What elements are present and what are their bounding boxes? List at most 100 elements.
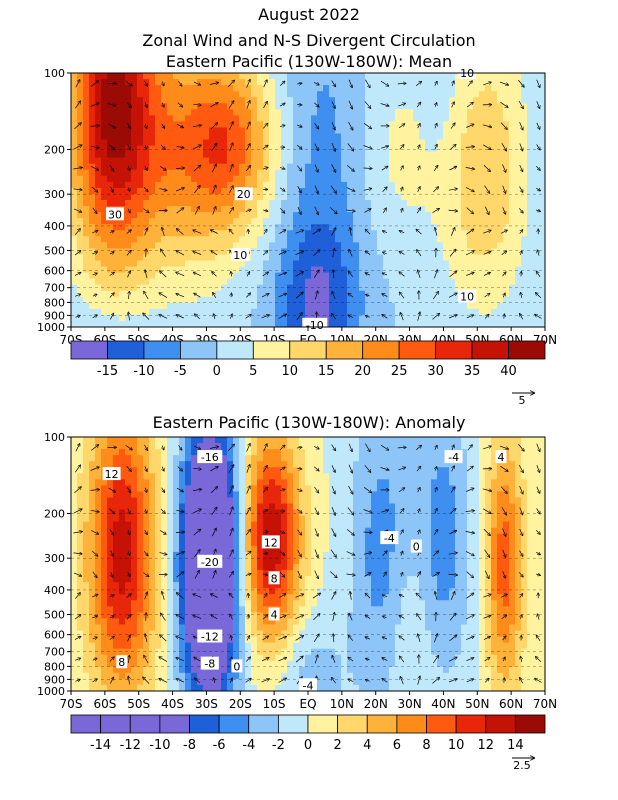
circulation-vector [347, 507, 354, 515]
colorbar-tick-label: 5 [249, 364, 257, 379]
circulation-vector [144, 80, 148, 86]
circulation-vector [229, 143, 233, 152]
circulation-vector [314, 549, 318, 558]
circulation-vector [262, 531, 268, 533]
circulation-vector [501, 507, 507, 515]
circulation-vector [175, 168, 184, 169]
circulation-vector [521, 657, 522, 662]
circulation-vector [483, 508, 491, 514]
circulation-vector [263, 594, 267, 599]
circulation-vector [176, 636, 185, 641]
circulation-vector [177, 229, 184, 235]
circulation-vector [399, 272, 405, 277]
circulation-vector [128, 551, 130, 556]
circulation-vector [128, 676, 129, 685]
circulation-vector [521, 293, 522, 298]
circulation-vector [416, 466, 421, 472]
circulation-vector [313, 102, 319, 107]
circulation-vector [432, 573, 440, 577]
circulation-vector [247, 636, 249, 641]
colorbar-swatch [514, 714, 546, 734]
circulation-vector [398, 124, 404, 129]
circulation-vector [194, 293, 201, 298]
circulation-vector [228, 101, 234, 109]
circulation-vector [194, 207, 199, 215]
circulation-vector [175, 188, 184, 192]
contour-label-box [197, 554, 223, 568]
contour-label: 10 [460, 291, 474, 304]
circulation-vector [278, 294, 287, 298]
circulation-vector [92, 315, 97, 319]
circulation-vector [536, 486, 540, 493]
circulation-vector [483, 252, 491, 255]
circulation-vector [451, 102, 455, 108]
circulation-vector [332, 656, 336, 663]
circulation-vector [330, 549, 336, 557]
circulation-vector [125, 81, 132, 85]
circulation-vector [212, 571, 216, 579]
circulation-vector [109, 231, 114, 233]
circulation-vector [417, 312, 420, 321]
circulation-vector [536, 574, 540, 575]
circulation-vector [92, 571, 97, 578]
circulation-vector [536, 188, 540, 191]
circulation-vector [91, 81, 98, 87]
circulation-vector [245, 315, 251, 319]
circulation-vector [434, 634, 437, 643]
circulation-vector [109, 273, 114, 276]
y-tick-label: 400 [44, 584, 65, 597]
circulation-vector [465, 187, 474, 191]
x-tick-label: 50N [465, 697, 489, 711]
x-tick-label: 40S [161, 697, 184, 711]
circulation-vector [416, 593, 422, 599]
circulation-vector [331, 164, 336, 172]
circulation-vector [400, 656, 405, 663]
circulation-vector [91, 594, 98, 598]
circulation-vector [416, 572, 420, 578]
circulation-vector [280, 125, 285, 126]
circulation-vector [466, 488, 473, 492]
circulation-vector [90, 467, 99, 471]
circulation-vector [536, 508, 540, 513]
circulation-vector [144, 656, 149, 664]
circulation-vector [519, 594, 523, 598]
circulation-vector [314, 507, 318, 515]
circulation-vector [483, 144, 491, 150]
x-tick-label: 20N [364, 697, 388, 711]
colorbar-swatch [248, 714, 279, 734]
circulation-vector [159, 293, 168, 298]
contour-label-box [380, 531, 399, 545]
circulation-vector [278, 615, 286, 619]
contour-label: -16 [201, 451, 219, 464]
circulation-vector [433, 166, 438, 172]
circulation-vector [401, 187, 403, 192]
circulation-vector [211, 507, 217, 515]
circulation-vector [297, 83, 302, 84]
circulation-vector [297, 570, 301, 578]
circulation-vector [109, 293, 114, 298]
circulation-vector [178, 81, 182, 86]
circulation-vector [211, 143, 217, 151]
circulation-vector [331, 485, 335, 494]
colorbar-swatch [107, 340, 145, 360]
circulation-vector [483, 616, 491, 619]
circulation-vector [261, 315, 270, 319]
circulation-vector [144, 444, 148, 450]
y-tick-label: 100 [44, 431, 65, 444]
circulation-vector [366, 680, 370, 682]
x-tick-label: 60S [93, 697, 116, 711]
circulation-vector [245, 679, 251, 683]
circulation-vector [448, 293, 457, 298]
circulation-vector [449, 635, 457, 642]
circulation-vector [195, 314, 200, 319]
circulation-vector [483, 637, 490, 640]
circulation-vector [212, 272, 217, 277]
circulation-vector [536, 101, 540, 108]
colorbar-tick-label: 0 [304, 738, 312, 753]
figure-subtitle: Zonal Wind and N-S Divergent Circulation [142, 31, 475, 50]
circulation-vector [501, 615, 507, 619]
y-tick-label: 100 [44, 67, 65, 80]
circulation-vector [262, 124, 267, 129]
circulation-vector [246, 122, 250, 130]
circulation-vector [176, 487, 183, 491]
